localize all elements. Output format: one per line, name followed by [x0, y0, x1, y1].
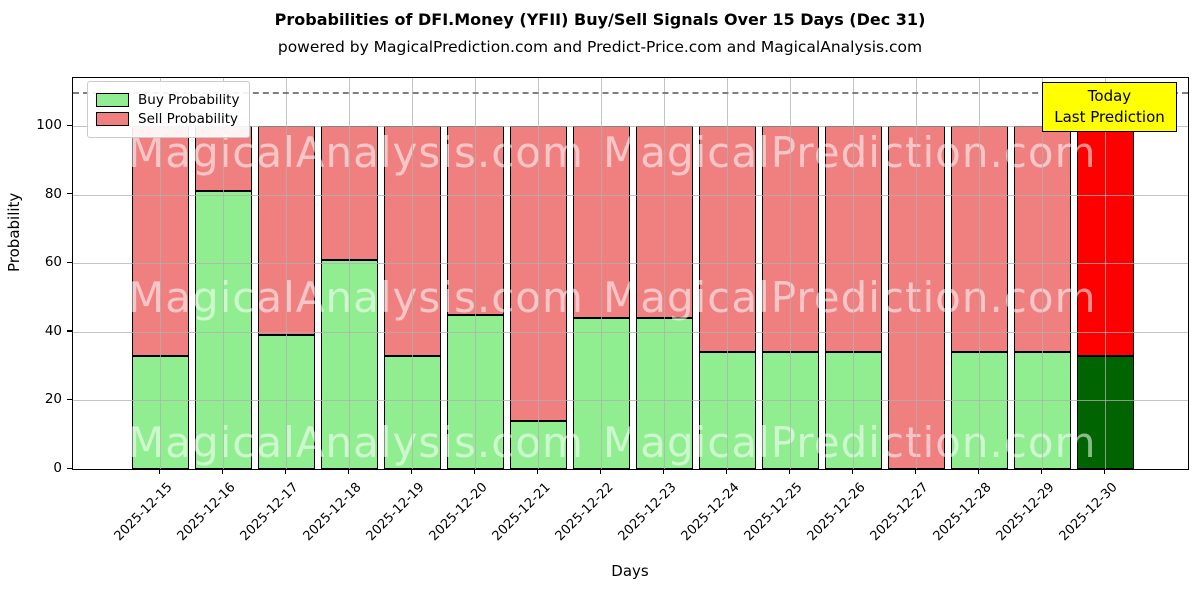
bar-segment-buy: [761, 352, 819, 469]
legend-item-buy: Buy Probability: [96, 92, 239, 108]
x-tick-label: 2025-12-28: [930, 480, 995, 545]
y-tick-mark: [67, 467, 72, 469]
x-tick-label: 2025-12-17: [237, 480, 302, 545]
x-tick-label: 2025-12-23: [615, 480, 680, 545]
y-tick-mark: [67, 398, 72, 401]
bar-segment-buy: [950, 352, 1008, 469]
x-tick-label: 2025-12-26: [804, 480, 869, 545]
bar-segment-buy: [446, 314, 504, 469]
x-tick-mark: [978, 469, 980, 474]
bar-segment-buy: [572, 318, 630, 469]
x-tick-label: 2025-12-16: [174, 480, 239, 545]
y-tick-label: 20: [44, 391, 62, 408]
bar-segment-sell: [761, 126, 819, 353]
x-tick-label: 2025-12-19: [363, 480, 428, 545]
bar-segment-buy: [383, 355, 441, 469]
x-tick-mark: [537, 469, 539, 474]
bar-segment-sell: [887, 126, 945, 469]
chart-subtitle: powered by MagicalPrediction.com and Pre…: [277, 38, 923, 56]
x-tick-mark: [159, 469, 161, 474]
bar-segment-buy: [320, 259, 378, 469]
y-tick-label: 80: [44, 185, 62, 202]
y-tick-mark: [67, 193, 72, 195]
x-tick-mark: [726, 469, 728, 474]
x-tick-mark: [411, 469, 413, 474]
x-tick-mark: [915, 469, 917, 474]
today-annotation-line2: Last Prediction: [1054, 108, 1165, 126]
x-tick-mark: [222, 469, 224, 474]
x-tick-label: 2025-12-27: [867, 480, 932, 545]
bar-segment-sell: [950, 126, 1008, 353]
bar-segment-sell: [1013, 126, 1071, 353]
y-tick-mark: [67, 261, 72, 263]
bar-segment-buy: [1076, 355, 1134, 469]
x-tick-label: 2025-12-25: [741, 480, 806, 545]
bar-segment-sell: [824, 126, 882, 353]
x-tick-label: 2025-12-30: [1056, 480, 1121, 545]
x-tick-mark: [789, 469, 791, 474]
bar-segment-buy: [698, 352, 756, 469]
x-tick-label: 2025-12-29: [993, 480, 1058, 545]
x-tick-label: 2025-12-24: [678, 480, 743, 545]
y-tick-mark: [67, 124, 72, 126]
bar-segment-sell: [572, 126, 630, 319]
bar-segment-sell: [1076, 126, 1134, 356]
legend-label-buy: Buy Probability: [138, 92, 240, 108]
bar-segment-sell: [257, 126, 315, 336]
today-annotation-box: Today Last Prediction: [1042, 82, 1177, 132]
x-tick-mark: [1104, 469, 1106, 474]
threshold-dashed-line: [73, 91, 1188, 94]
bar-segment-buy: [131, 355, 189, 469]
x-tick-mark: [474, 469, 476, 474]
bar-segment-sell: [509, 126, 567, 421]
y-tick-label: 40: [44, 322, 62, 339]
bar-segment-sell: [698, 126, 756, 353]
x-tick-label: 2025-12-21: [489, 480, 554, 545]
bar-segment-sell: [383, 126, 441, 356]
y-tick-label: 0: [53, 460, 62, 476]
y-tick-label: 100: [36, 117, 62, 134]
bar-segment-buy: [194, 191, 252, 469]
bar-segment-buy: [1013, 352, 1071, 469]
x-tick-mark: [348, 469, 350, 474]
bar-segment-buy: [509, 420, 567, 469]
bar-segment-sell: [446, 126, 504, 315]
bar-segment-sell: [635, 126, 693, 319]
y-tick-label: 60: [44, 254, 62, 271]
x-tick-label: 2025-12-18: [300, 480, 365, 545]
legend-label-sell: Sell Probability: [138, 111, 239, 127]
x-tick-label: 2025-12-15: [111, 480, 176, 545]
chart-title: Probabilities of DFI.Money (YFII) Buy/Se…: [274, 10, 926, 29]
x-tick-mark: [285, 469, 287, 474]
legend-swatch-buy: [96, 93, 129, 107]
bar-segment-sell: [320, 126, 378, 260]
legend-item-sell: Sell Probability: [96, 111, 239, 127]
x-axis-label: Days: [611, 562, 649, 580]
bar-segment-sell: [131, 126, 189, 356]
y-tick-mark: [67, 330, 72, 332]
x-tick-mark: [663, 469, 665, 474]
legend: Buy Probability Sell Probability: [87, 81, 251, 138]
x-tick-mark: [600, 469, 602, 474]
plot-area: MagicalAnalysis.com MagicalPrediction.com…: [72, 77, 1189, 470]
bar-segment-buy: [824, 352, 882, 469]
legend-swatch-sell: [96, 112, 129, 126]
x-tick-label: 2025-12-20: [426, 480, 491, 545]
today-annotation-line1: Today: [1087, 87, 1132, 105]
x-tick-mark: [852, 469, 854, 474]
x-tick-mark: [1041, 469, 1043, 474]
x-tick-label: 2025-12-22: [552, 480, 617, 545]
bar-segment-buy: [635, 318, 693, 469]
bar-segment-buy: [257, 335, 315, 469]
